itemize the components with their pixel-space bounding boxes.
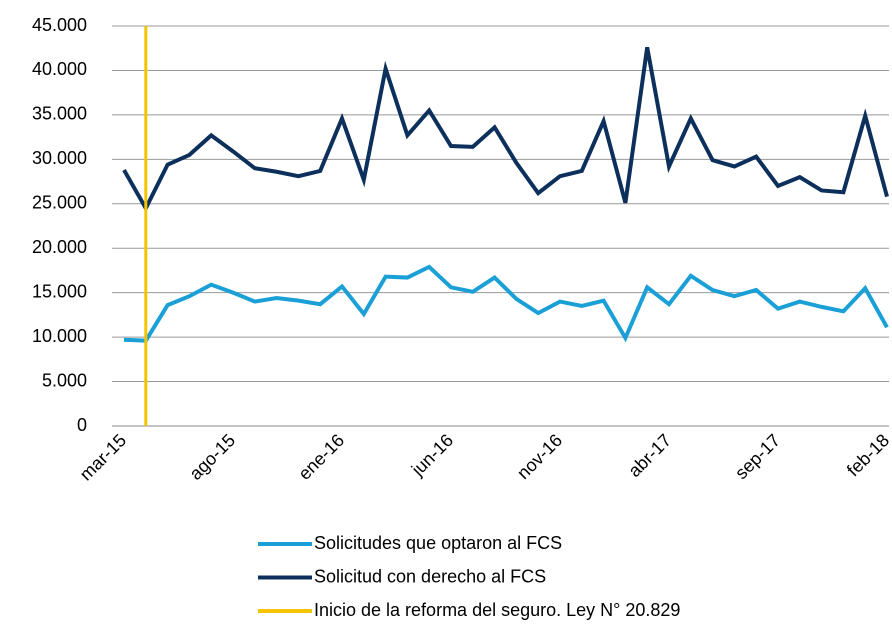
y-tick-label: 5.000 <box>42 370 87 390</box>
y-tick-label: 40.000 <box>32 59 87 79</box>
series-line <box>123 264 889 343</box>
y-tick-label: 10.000 <box>32 326 87 346</box>
x-tick-label: feb-18 <box>843 430 892 480</box>
legend-label: Solicitudes que optaron al FCS <box>314 533 562 553</box>
y-tick-label: 0 <box>77 415 87 435</box>
legend-label: Solicitud con derecho al FCS <box>314 566 546 586</box>
y-tick-label: 25.000 <box>32 193 87 213</box>
x-tick-label: mar-15 <box>76 430 130 484</box>
x-tick-label: jun-16 <box>407 430 457 480</box>
legend-label: Inicio de la reforma del seguro. Ley N° … <box>314 600 680 620</box>
y-tick-label: 30.000 <box>32 148 87 168</box>
y-tick-label: 20.000 <box>32 237 87 257</box>
x-tick-label: ago-15 <box>185 430 239 484</box>
x-tick-label: nov-16 <box>513 430 566 483</box>
x-tick-label: ene-16 <box>294 430 348 484</box>
series-line <box>122 46 889 213</box>
y-tick-label: 35.000 <box>32 104 87 124</box>
x-tick-label: sep-17 <box>731 430 784 483</box>
y-tick-label: 45.000 <box>32 15 87 35</box>
x-tick-label: abr-17 <box>624 430 675 481</box>
y-tick-label: 15.000 <box>32 281 87 301</box>
